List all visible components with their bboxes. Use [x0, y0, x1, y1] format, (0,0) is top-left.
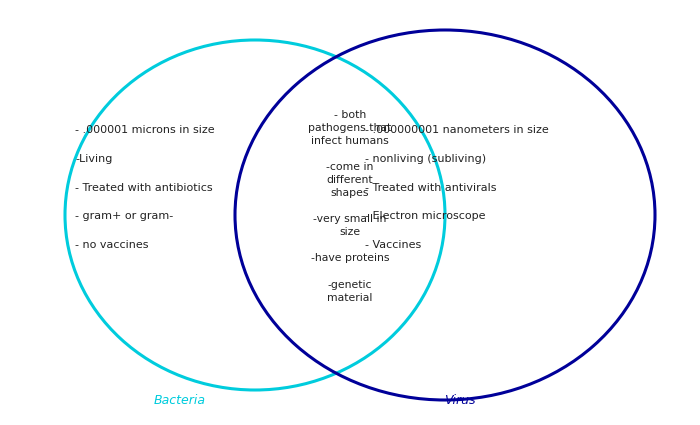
Text: Bacteria: Bacteria: [154, 394, 206, 407]
Text: - both
pathogens that
infect humans

-come in
different
shapes

-very small in
s: - both pathogens that infect humans -com…: [309, 110, 391, 303]
Text: - .000001 microns in size

-Living

- Treated with antibiotics

- gram+ or gram-: - .000001 microns in size -Living - Trea…: [75, 125, 215, 250]
Text: Virus: Virus: [444, 394, 476, 407]
Text: - .000000001 nanometers in size

- nonliving (subliving)

- Treated with antivir: - .000000001 nanometers in size - nonliv…: [365, 125, 549, 250]
